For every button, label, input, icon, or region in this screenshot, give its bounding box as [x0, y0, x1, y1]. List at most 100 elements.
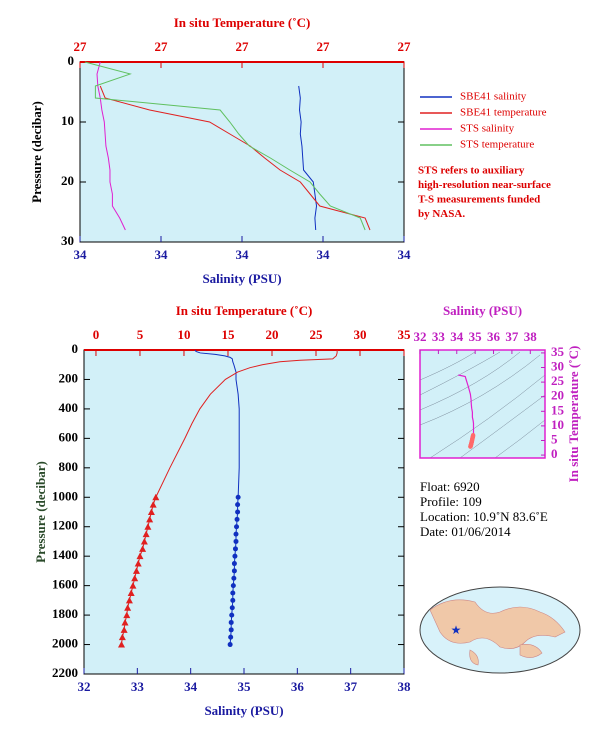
x2-tick-label: 20	[265, 327, 278, 342]
x2-tick-label: 30	[353, 327, 366, 342]
sample-point	[131, 574, 139, 582]
sample-point	[232, 546, 238, 552]
inset-y-tick-label: 0	[551, 446, 558, 461]
float-info: Profile: 109	[420, 494, 482, 509]
sample-point	[235, 494, 241, 500]
y-tick-label: 0	[72, 341, 79, 356]
sample-point	[118, 633, 126, 641]
y-tick-label: 1600	[52, 577, 78, 592]
inset-y-tick-label: 20	[551, 388, 564, 403]
sample-point	[124, 604, 132, 611]
inset-x-tick-label: 35	[469, 329, 483, 344]
sample-point	[233, 531, 239, 537]
sample-point	[235, 502, 241, 508]
x-tick-label: 34	[398, 247, 412, 262]
ts-point	[468, 444, 473, 449]
sample-point	[234, 524, 240, 530]
profile-line	[84, 61, 366, 231]
sample-point	[139, 545, 147, 552]
y-axis-title: Pressure (decibar)	[29, 101, 44, 203]
x-tick-label: 34	[236, 247, 250, 262]
y-tick-label: 600	[59, 429, 79, 444]
sample-point	[121, 618, 129, 626]
inset-y-tick-label: 15	[551, 402, 565, 417]
profile-line	[99, 85, 371, 231]
sample-point	[123, 611, 131, 619]
inset-x-tick-label: 32	[414, 329, 427, 344]
x-tick-label: 35	[238, 679, 252, 694]
sample-point	[132, 567, 140, 574]
legend-label: SBE41 salinity	[460, 91, 527, 103]
sample-point	[146, 515, 154, 523]
sample-point	[227, 642, 233, 648]
sample-point	[142, 530, 150, 538]
y-axis-title: Pressure (decibar)	[33, 461, 48, 563]
x2-tick-label: 27	[398, 39, 412, 54]
profile-line	[96, 61, 126, 231]
sample-point	[228, 634, 234, 640]
profile-line	[298, 85, 318, 231]
legend-label: STS temperature	[460, 139, 534, 151]
x-tick-label: 34	[184, 679, 198, 694]
inset-y-title: In situ Temperature (˚C)	[566, 346, 581, 483]
sample-point	[230, 583, 236, 589]
x2-axis-title: In situ Temperature (˚C)	[176, 303, 313, 318]
sample-point	[127, 589, 135, 596]
sample-point	[152, 493, 160, 501]
sample-point	[231, 561, 237, 567]
inset-x-tick-label: 34	[450, 329, 464, 344]
x-tick-label: 32	[78, 679, 91, 694]
inset-y-tick-label: 10	[551, 417, 564, 432]
y-tick-label: 1400	[52, 547, 78, 562]
x-tick-label: 33	[131, 679, 145, 694]
x2-axis-title: In situ Temperature (˚C)	[174, 15, 311, 30]
sample-point	[234, 516, 240, 522]
x-tick-label: 34	[317, 247, 331, 262]
sample-point	[129, 582, 137, 589]
inset-y-tick-label: 35	[551, 344, 565, 359]
x2-tick-label: 10	[177, 327, 190, 342]
x-axis-title: Salinity (PSU)	[202, 271, 281, 286]
sample-point	[229, 605, 235, 611]
note: STS refers to auxiliary	[418, 165, 525, 177]
y-tick-label: 10	[61, 113, 74, 128]
sample-point	[140, 537, 148, 545]
x2-tick-label: 27	[155, 39, 169, 54]
y-tick-label: 30	[61, 233, 74, 248]
inset-y-tick-label: 5	[551, 431, 558, 446]
plot-area	[83, 349, 405, 675]
sample-point	[144, 523, 152, 530]
inset-x-tick-label: 33	[432, 329, 446, 344]
x-tick-label: 38	[398, 679, 412, 694]
map-land	[469, 644, 543, 666]
sample-point	[231, 575, 237, 581]
inset-x-tick-label: 37	[505, 329, 519, 344]
y-tick-label: 1000	[52, 488, 78, 503]
inset-x-tick-label: 36	[487, 329, 501, 344]
x2-tick-label: 25	[309, 327, 323, 342]
y-tick-label: 200	[59, 370, 79, 385]
x-tick-label: 36	[291, 679, 305, 694]
inset-area	[420, 350, 545, 458]
inset-y-tick-label: 30	[551, 358, 564, 373]
float-info: Date: 01/06/2014	[420, 524, 511, 539]
sample-point	[233, 538, 239, 544]
sample-point	[230, 597, 236, 603]
y-tick-label: 20	[61, 173, 74, 188]
sample-point	[134, 560, 142, 567]
sample-point	[235, 509, 241, 515]
sample-point	[147, 508, 155, 515]
y-tick-label: 800	[59, 459, 79, 474]
x-tick-label: 34	[155, 247, 169, 262]
x-tick-label: 34	[74, 247, 88, 262]
inset-y-tick-label: 25	[551, 373, 565, 388]
sample-point	[229, 612, 235, 618]
plot-area	[79, 61, 405, 243]
x2-tick-label: 0	[93, 327, 100, 342]
sample-point	[232, 553, 238, 559]
x2-tick-label: 15	[221, 327, 235, 342]
sample-point	[230, 590, 236, 596]
float-info: Location: 10.9˚N 83.6˚E	[420, 509, 548, 524]
